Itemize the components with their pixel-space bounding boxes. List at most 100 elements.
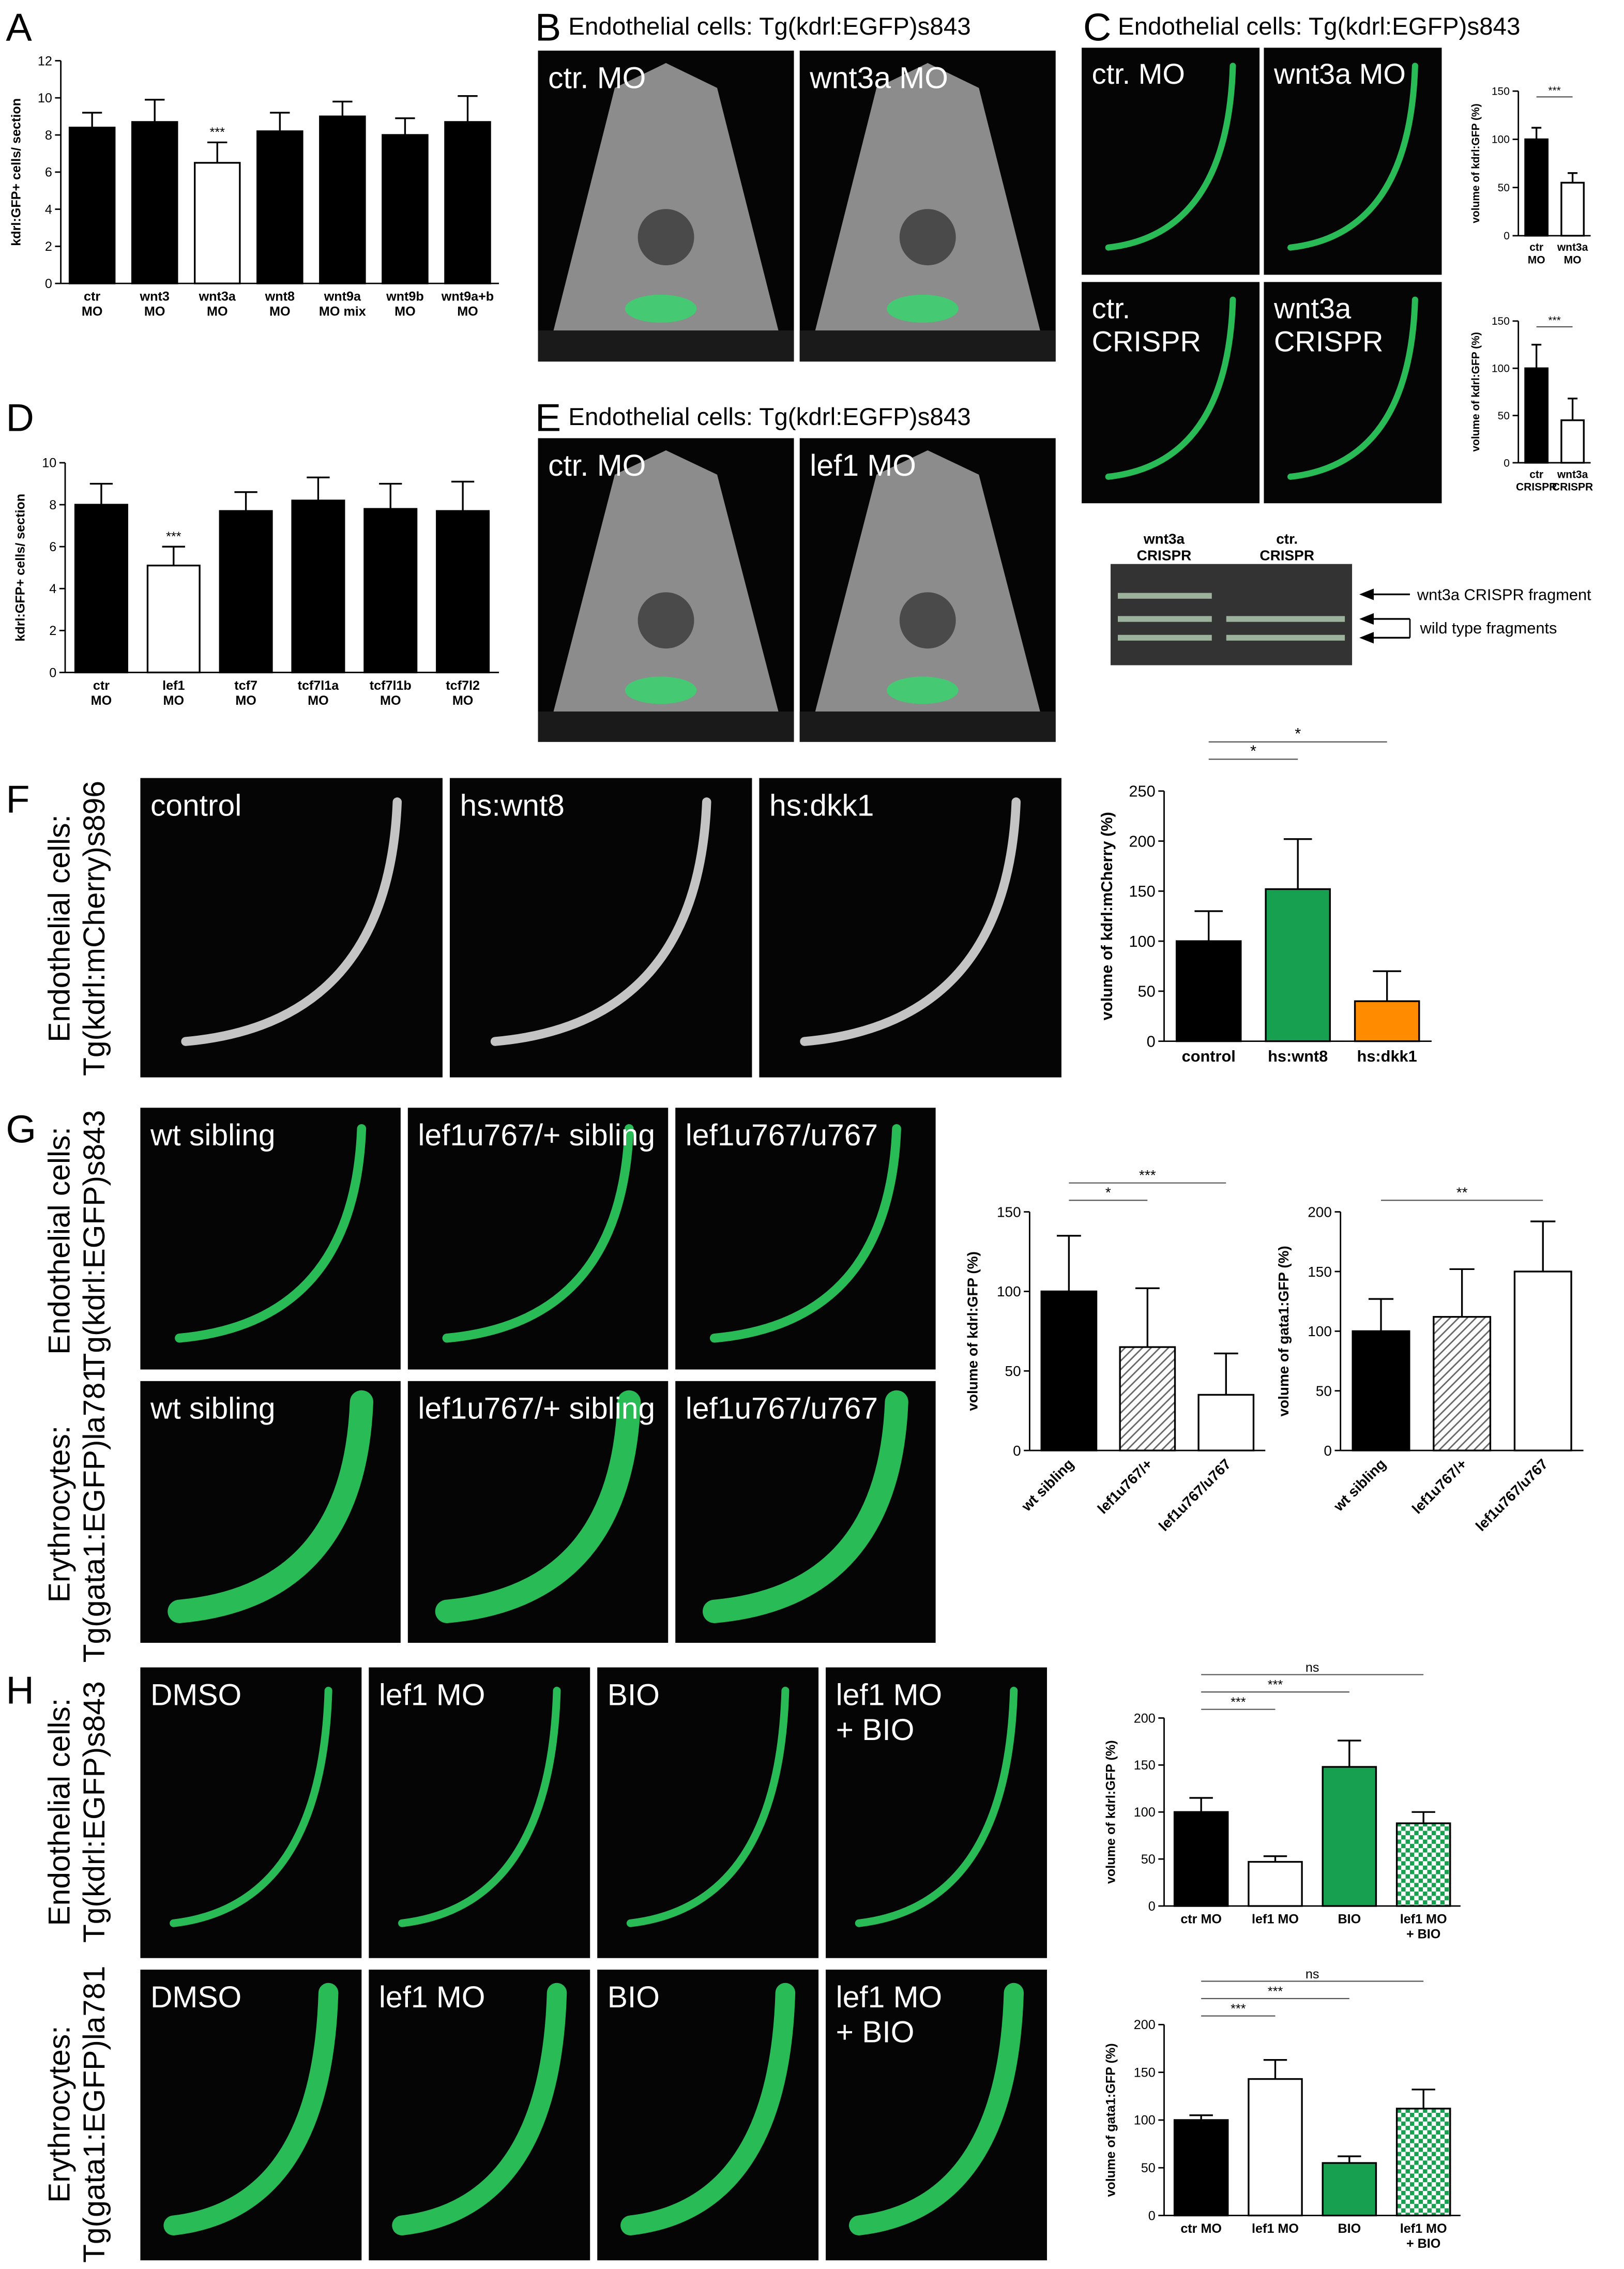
y-tick-label: 0 (1324, 1443, 1332, 1459)
y-tick-label: 50 (1316, 1383, 1332, 1399)
image-label: hs:wnt8 (460, 789, 565, 822)
y-tick-label: 100 (997, 1283, 1021, 1299)
vessel (170, 1687, 332, 1927)
x-tick-label: wnt3a CRISPR (1552, 468, 1593, 493)
bar (1173, 2119, 1229, 2217)
image-label: lef1 MO (379, 1980, 485, 2014)
bar (382, 134, 429, 284)
significance: ns (1306, 1660, 1319, 1675)
vessel (1105, 63, 1236, 251)
x-tick-label: ctr MO (82, 290, 103, 319)
notochord (899, 592, 956, 649)
y-tick-label: 6 (45, 165, 52, 180)
y-tick-label: 2 (49, 624, 56, 638)
image-label: wnt3a CRISPR (1273, 292, 1383, 357)
row-label: Erythrocytes: Tg(gata1:EGFP)la781 (42, 1966, 111, 2263)
x-tick-label: wnt3a MO (1557, 241, 1588, 266)
y-tick-label: 10 (42, 456, 56, 471)
y-tick-label: 50 (1137, 982, 1155, 1001)
y-tick-label: 100 (1134, 2113, 1156, 2128)
vessel (1105, 296, 1236, 480)
bar (363, 508, 418, 674)
bar (436, 510, 490, 674)
vessel (703, 1390, 908, 1623)
x-tick-label: ctr MO (91, 678, 112, 708)
tissue-edge (799, 711, 1056, 742)
significance: *** (1139, 1167, 1156, 1183)
bar (1248, 1860, 1303, 1907)
notochord (638, 592, 694, 649)
image-label: wt sibling (150, 1118, 276, 1152)
gel-band-label: wnt3a CRISPR fragment (1417, 586, 1591, 604)
bar (291, 500, 345, 674)
bar (1513, 1270, 1572, 1451)
panel-letter: D (6, 396, 34, 440)
bar (1173, 1811, 1229, 1907)
x-tick-label: hs:dkk1 (1357, 1047, 1417, 1065)
row-label: Endothelial cells: Tg(kdrl:EGFP)s843 (42, 1110, 111, 1372)
endothelium (625, 676, 697, 704)
endothelium (625, 294, 697, 323)
x-tick-label: tcf7 MO (234, 678, 257, 708)
y-axis-label: volume of gata1:GFP (%) (1103, 2043, 1118, 2197)
image-label: ctr. MO (1092, 57, 1185, 90)
bar (1352, 1330, 1410, 1451)
x-tick-label: lef1 MO (1252, 1912, 1299, 1927)
significance: *** (1231, 1695, 1246, 1710)
x-tick-label: BIO (1338, 2221, 1361, 2236)
notochord (638, 209, 694, 266)
y-tick-label: 12 (38, 54, 52, 68)
vessel (163, 1983, 339, 2236)
y-tick-label: 8 (45, 128, 52, 143)
image-label: wnt3a MO (809, 62, 948, 95)
image-label: ctr. CRISPR (1092, 292, 1201, 357)
significance: ns (1306, 1967, 1319, 1981)
bar (1322, 2162, 1377, 2217)
vessel (442, 1124, 634, 1343)
x-tick-label: lef1 MO (1252, 2221, 1299, 2236)
panel-letter: B (535, 6, 561, 49)
panel-letter: F (6, 778, 29, 822)
image-label: lef1 MO + BIO (836, 1980, 943, 2049)
notochord (899, 209, 956, 266)
panel-letter: E (535, 396, 561, 440)
bar (219, 510, 273, 674)
x-tick-label: wnt9a MO mix (319, 290, 366, 319)
panel-title: Endothelial cells: Tg(kdrl:EGFP)s843 (568, 13, 970, 40)
bar (256, 130, 303, 284)
y-tick-label: 0 (1504, 230, 1510, 242)
vessel (168, 1390, 373, 1623)
y-tick-label: 50 (1141, 1852, 1156, 1867)
y-tick-label: 8 (49, 498, 56, 512)
endothelium (887, 294, 959, 323)
vessel (709, 1124, 901, 1343)
y-tick-label: 0 (1147, 1032, 1156, 1050)
x-tick-label: wnt3a MO (199, 290, 236, 319)
endothelium (887, 676, 959, 704)
tissue-edge (538, 330, 794, 362)
significance: *** (166, 530, 181, 544)
bar (131, 121, 178, 284)
bar (1354, 1000, 1420, 1042)
vessel (800, 797, 1021, 1046)
y-axis-label: volume of kdrl:GFP (%) (1103, 1740, 1118, 1884)
panel-letter: C (1083, 6, 1112, 49)
y-tick-label: 4 (49, 582, 56, 596)
y-tick-label: 6 (49, 540, 56, 554)
bar (1175, 940, 1242, 1042)
x-tick-label: tcf7l1b MO (370, 678, 412, 708)
bar (194, 162, 241, 284)
y-axis-label: volume of kdrl:GFP (%) (965, 1251, 981, 1411)
panel-title: Endothelial cells: Tg(kdrl:EGFP)s843 (568, 403, 970, 431)
x-tick-label: lef1 MO + BIO (1400, 1912, 1447, 1942)
y-tick-label: 50 (1005, 1363, 1021, 1379)
bar (1197, 1394, 1255, 1451)
y-axis-label: volume of kdrl:GFP (%) (1470, 103, 1482, 223)
x-tick-label: wnt9b MO (386, 290, 424, 319)
vessel (1287, 63, 1418, 251)
row-label: Endothelial cells: Tg(kdrl:mCherry)s896 (42, 781, 111, 1076)
significance: *** (1268, 1678, 1283, 1692)
x-tick-label: wnt8 MO (265, 290, 295, 319)
bar (146, 564, 201, 674)
